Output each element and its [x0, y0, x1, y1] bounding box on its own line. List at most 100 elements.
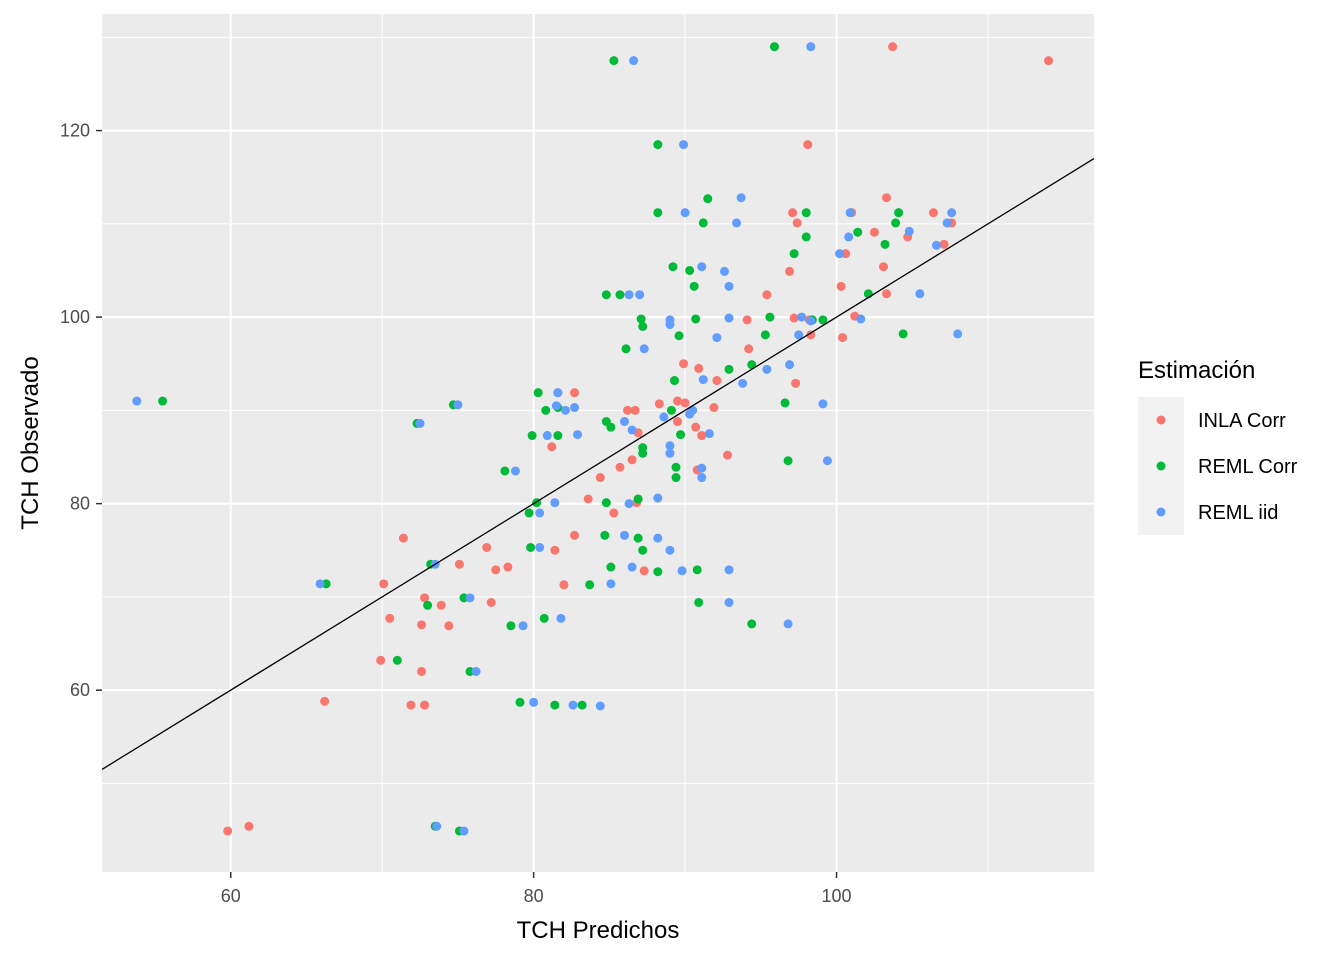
data-point [836, 281, 846, 291]
data-point [432, 821, 442, 831]
data-point [553, 388, 563, 398]
data-point [844, 232, 854, 242]
data-point [636, 314, 646, 324]
data-point [915, 289, 925, 299]
data-point [724, 364, 734, 374]
data-point [788, 208, 798, 218]
data-point [878, 262, 888, 272]
data-point [806, 316, 816, 326]
data-point [677, 566, 687, 576]
data-point [724, 313, 734, 323]
data-point [792, 218, 802, 228]
data-point [838, 333, 848, 343]
data-point [680, 398, 690, 408]
data-point [506, 621, 516, 631]
data-point [783, 619, 793, 629]
data-point [385, 613, 395, 623]
data-point [747, 619, 757, 629]
data-point [500, 466, 510, 476]
x-tick-label: 80 [524, 886, 544, 906]
data-point [783, 456, 793, 466]
data-point [659, 412, 669, 422]
data-point [698, 218, 708, 228]
data-point [527, 431, 537, 441]
data-point [760, 330, 770, 340]
data-point [542, 431, 552, 441]
data-point [794, 330, 804, 340]
data-point [680, 208, 690, 218]
data-point [491, 565, 501, 575]
data-point [769, 42, 779, 52]
data-point [444, 621, 454, 631]
data-point [691, 422, 701, 432]
data-point [620, 530, 630, 540]
data-point [551, 401, 561, 411]
data-point [724, 565, 734, 575]
data-point [529, 697, 539, 707]
data-point [888, 42, 898, 52]
data-point [615, 290, 625, 300]
legend-marker [1156, 415, 1166, 425]
data-point [550, 498, 560, 508]
data-point [891, 218, 901, 228]
data-point [669, 376, 679, 386]
x-tick-label: 100 [822, 886, 852, 906]
data-point [510, 466, 520, 476]
data-point [627, 455, 637, 465]
data-point [818, 399, 828, 409]
data-point [627, 562, 637, 572]
data-point [630, 405, 640, 415]
legend-label: REML iid [1198, 502, 1278, 524]
data-point [573, 430, 583, 440]
data-point [747, 360, 757, 370]
y-tick-label: 60 [70, 680, 90, 700]
data-point [609, 508, 619, 518]
data-point [742, 315, 752, 325]
data-point [635, 290, 645, 300]
data-point [789, 249, 799, 259]
data-point [806, 330, 816, 340]
data-point [526, 542, 536, 552]
data-point [736, 193, 746, 203]
data-point [939, 239, 949, 249]
data-point [550, 545, 560, 555]
data-point [453, 400, 463, 410]
grid-major [102, 14, 1094, 872]
data-point [709, 403, 719, 413]
data-point [417, 620, 427, 630]
data-point [806, 42, 816, 52]
legend-label: REML Corr [1198, 456, 1298, 478]
data-point [671, 462, 681, 472]
data-point [518, 621, 528, 631]
data-point [665, 441, 675, 451]
data-point [600, 530, 610, 540]
data-point [785, 360, 795, 370]
data-point [577, 700, 587, 710]
data-point [665, 320, 675, 330]
data-point [459, 826, 469, 836]
legend: Estimación INLA Corr REML Corr REML iid [1138, 357, 1298, 535]
data-point [417, 666, 427, 676]
data-point [482, 542, 492, 552]
data-point [724, 597, 734, 607]
data-point [853, 227, 863, 237]
data-point [801, 232, 811, 242]
data-point [697, 262, 707, 272]
data-point [609, 56, 619, 66]
data-point [624, 290, 634, 300]
data-point [665, 545, 675, 555]
data-point [633, 533, 643, 543]
data-point [692, 565, 702, 575]
data-point [942, 218, 952, 228]
data-point [638, 545, 648, 555]
data-point [570, 530, 580, 540]
data-point [615, 462, 625, 472]
data-point [791, 378, 801, 388]
data-point [653, 493, 663, 503]
grid-minor [102, 14, 1094, 872]
data-point [620, 417, 630, 427]
data-point [585, 580, 595, 590]
data-point [436, 600, 446, 610]
data-point [535, 508, 545, 518]
